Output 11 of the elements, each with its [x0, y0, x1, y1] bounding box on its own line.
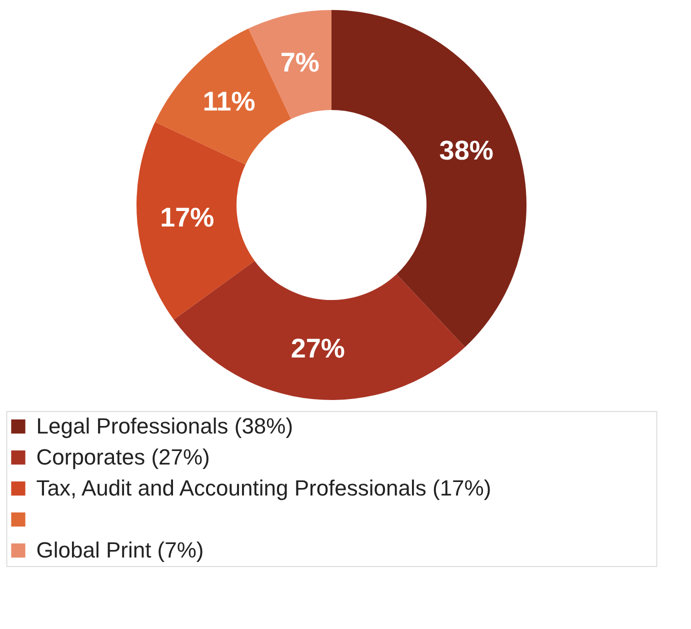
donut-slice — [174, 260, 465, 400]
data-label: 38% — [439, 136, 494, 166]
legend-label: Legal Professionals (38%) — [36, 414, 294, 438]
legend-label: Tax, Audit and Accounting Professionals (17%) — [36, 476, 492, 500]
data-label: 11% — [202, 86, 256, 116]
data-label: 27% — [290, 333, 345, 364]
data-label: 17% — [160, 202, 214, 233]
legend-label: Corporates (27%) — [36, 444, 210, 470]
donut-slice — [136, 122, 255, 320]
legend-label: Global Print (7%) — [36, 538, 204, 562]
data-label: 7% — [280, 47, 320, 78]
